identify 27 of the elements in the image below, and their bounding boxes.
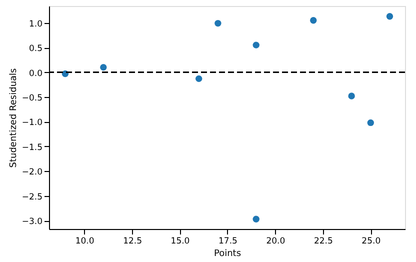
point: [348, 92, 355, 100]
x-tick-label: 12.5: [123, 236, 142, 246]
x-tick-label: 25.0: [362, 236, 381, 246]
point: [100, 64, 107, 71]
y-tick-label: −2.5: [22, 192, 42, 202]
y-axis-title: Studentized Residuals: [8, 68, 19, 168]
point: [310, 16, 317, 24]
point: [214, 20, 222, 27]
y-tick-label: 0.0: [28, 68, 42, 79]
x-tick-label: 22.5: [314, 236, 333, 246]
y-tick-label: −2.0: [22, 168, 42, 178]
y-tick-label: 1.0: [28, 19, 42, 30]
y-tick-label: 0.5: [28, 44, 42, 54]
x-tick-label: 15.0: [170, 236, 190, 246]
x-tick-label: 20.0: [266, 236, 286, 246]
point: [252, 216, 260, 222]
point: [386, 13, 394, 20]
point: [252, 42, 260, 48]
point: [367, 119, 374, 126]
x-axis-title: Points: [214, 249, 242, 259]
x-tick-label: 17.5: [218, 236, 238, 246]
y-tick-label: −1.5: [22, 142, 42, 153]
y-tick-label: −1.0: [22, 118, 42, 128]
y-tick-label: −3.0: [22, 217, 42, 228]
y-tick-label: −0.5: [22, 93, 42, 104]
x-tick-label: 10.0: [75, 236, 94, 246]
point: [195, 75, 202, 82]
